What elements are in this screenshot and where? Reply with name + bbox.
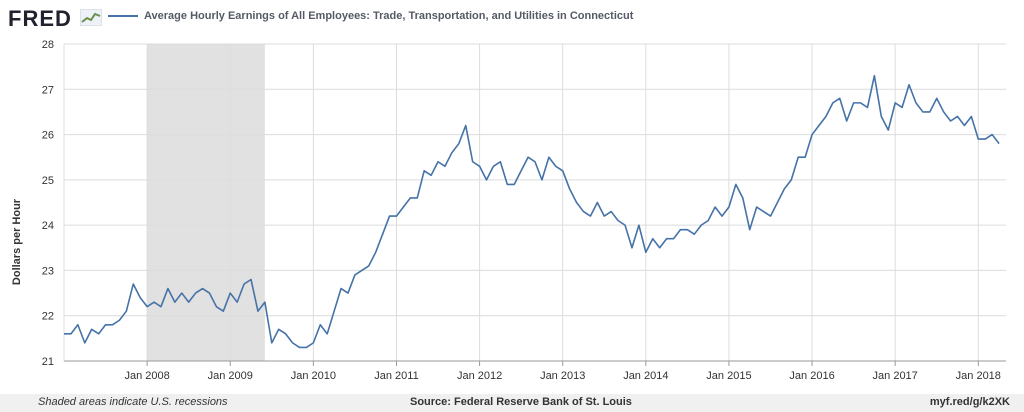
chart-header: FRED Average Hourly Earnings of All Empl… — [0, 0, 1024, 34]
recession-note: Shaded areas indicate U.S. recessions — [38, 396, 228, 408]
source-text: Source: Federal Reserve Bank of St. Loui… — [410, 396, 632, 408]
y-tick-label: 23 — [42, 265, 54, 277]
y-tick-label: 27 — [42, 84, 54, 96]
legend-line-swatch — [108, 15, 138, 17]
x-tick-label: Jan 2014 — [623, 370, 668, 382]
legend-series-title: Average Hourly Earnings of All Employees… — [144, 10, 634, 22]
x-tick-label: Jan 2017 — [873, 370, 918, 382]
y-tick-label: 24 — [42, 220, 54, 232]
fred-chart-icon — [80, 9, 102, 26]
y-tick-label: 28 — [42, 39, 54, 51]
y-tick-label: 26 — [42, 130, 54, 142]
x-tick-label: Jan 2009 — [208, 370, 253, 382]
recession-shading — [147, 44, 265, 361]
line-chart: 21 22 23 24 25 26 27 28 Jan 2008 Jan 2009 Jan 2010… — [11, 39, 1006, 382]
x-tick-label: Jan 2010 — [291, 370, 336, 382]
x-tick-label: Jan 2015 — [706, 370, 751, 382]
y-tick-label: 25 — [42, 175, 54, 187]
y-axis-label: Dollars per Hour — [11, 198, 23, 285]
x-tick-label: Jan 2012 — [457, 370, 502, 382]
series-line[interactable] — [64, 74, 1000, 349]
x-tick-label: Jan 2016 — [789, 370, 834, 382]
x-tick-label: Jan 2013 — [540, 370, 585, 382]
y-tick-label: 22 — [42, 311, 54, 323]
y-tick-label: 21 — [42, 356, 54, 368]
x-tick-label: Jan 2018 — [956, 370, 1001, 382]
fred-logo[interactable]: FRED — [8, 6, 72, 31]
short-link[interactable]: myf.red/g/k2XK — [929, 396, 1010, 408]
x-tick-label: Jan 2011 — [374, 370, 418, 382]
chart-footer: Shaded areas indicate U.S. recessions So… — [0, 394, 1024, 412]
x-tick-label: Jan 2008 — [124, 370, 169, 382]
legend: Average Hourly Earnings of All Employees… — [108, 10, 633, 22]
